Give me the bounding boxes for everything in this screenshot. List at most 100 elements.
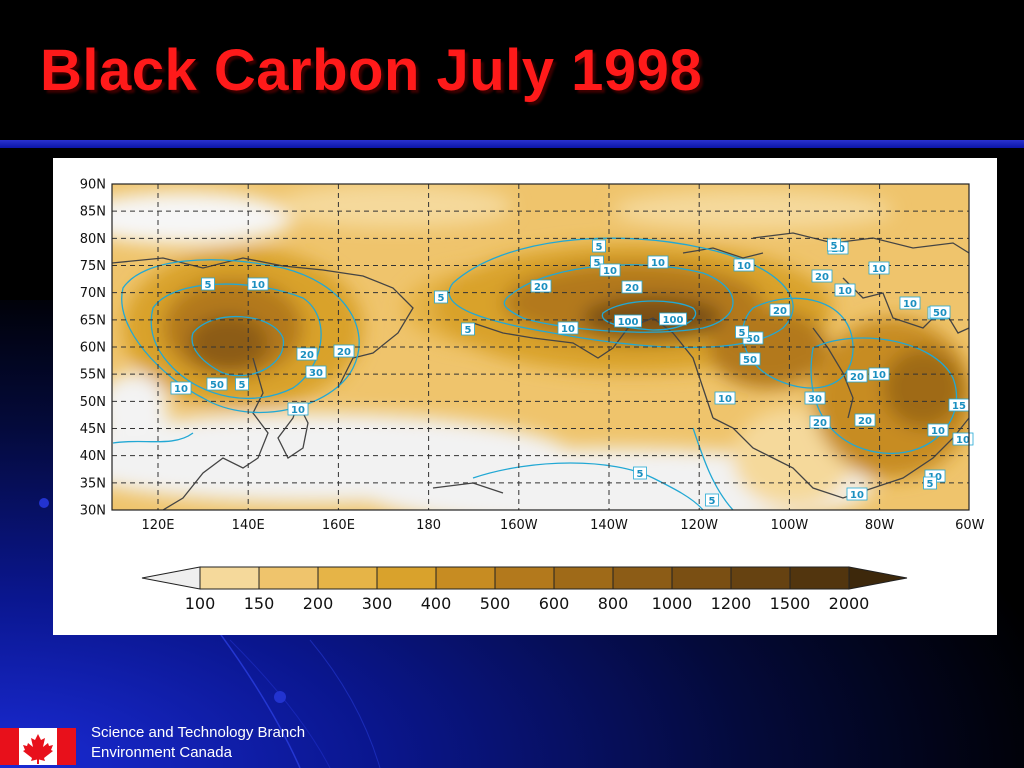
colorbar-label: 1500 xyxy=(770,594,811,613)
svg-text:10: 10 xyxy=(931,426,945,437)
lat-label: 85N xyxy=(80,205,106,220)
svg-text:10: 10 xyxy=(651,258,665,269)
contour-label: 20 xyxy=(854,413,876,427)
lat-label: 60N xyxy=(80,341,106,356)
lon-label: 160W xyxy=(500,518,538,533)
colorbar-label: 1200 xyxy=(711,594,752,613)
contour-label: 10 xyxy=(868,261,890,275)
lat-label: 35N xyxy=(80,476,106,491)
contour-label: 30 xyxy=(305,365,327,379)
svg-text:10: 10 xyxy=(174,384,188,395)
footer-branch: Science and Technology Branch xyxy=(91,724,306,741)
contour-label: 10 xyxy=(927,423,949,437)
contour-label: 5 xyxy=(705,493,719,507)
latitude-labels: 90N 85N 80N 75N 70N 65N 60N 55N 50N 45N 40N 35N 30N xyxy=(80,178,106,519)
contour-label: 50 xyxy=(929,305,951,319)
colorbar-label: 400 xyxy=(421,594,452,613)
contour-label: 10 xyxy=(714,391,736,405)
svg-text:20: 20 xyxy=(625,283,639,294)
contour-label: 20 xyxy=(846,369,868,383)
svg-text:10: 10 xyxy=(737,261,751,272)
contour-label: 10 xyxy=(599,263,621,277)
lat-label: 30N xyxy=(80,504,106,519)
svg-text:20: 20 xyxy=(850,372,864,383)
svg-text:20: 20 xyxy=(300,350,314,361)
contour-label: 10 xyxy=(733,258,755,272)
svg-text:30: 30 xyxy=(309,368,323,379)
svg-text:5: 5 xyxy=(831,241,838,252)
lat-label: 90N xyxy=(80,178,106,193)
colorbar-swatch xyxy=(553,566,614,590)
lon-label: 120W xyxy=(680,518,718,533)
contour-labels: 5 10 20 5 5 5 5 10 10 20 10 100 100 50 5 50 20 20 10 10 10 20… xyxy=(170,238,974,507)
contour-label: 20 xyxy=(809,415,831,429)
contour-label: 5 xyxy=(235,377,249,391)
svg-text:10: 10 xyxy=(291,405,305,416)
footer-department: Environment Canada xyxy=(91,744,232,761)
contour-label: 100 xyxy=(614,314,642,328)
svg-text:50: 50 xyxy=(743,355,757,366)
contour-label: 20 xyxy=(333,344,355,358)
contour-label: 15 xyxy=(948,398,970,412)
svg-text:20: 20 xyxy=(773,306,787,317)
svg-text:10: 10 xyxy=(838,286,852,297)
longitude-labels: 120E 140E 160E 180 160W 140W 120W 100W 80W 60W xyxy=(141,518,984,533)
svg-text:100: 100 xyxy=(663,315,684,326)
colorbar-swatch xyxy=(317,566,378,590)
svg-text:50: 50 xyxy=(746,334,760,345)
svg-text:15: 15 xyxy=(952,401,966,412)
contour-label: 50 xyxy=(739,352,761,366)
lon-label: 180 xyxy=(416,518,441,533)
slide-title: Black Carbon July 1998 xyxy=(40,38,703,103)
lat-lon-grid xyxy=(112,184,969,510)
colorbar-swatch xyxy=(789,566,850,590)
svg-text:20: 20 xyxy=(337,347,351,358)
lat-label: 55N xyxy=(80,368,106,383)
svg-text:50: 50 xyxy=(210,380,224,391)
svg-text:10: 10 xyxy=(872,370,886,381)
contour-label: 20 xyxy=(296,347,318,361)
colorbar-label: 100 xyxy=(185,594,216,613)
svg-text:10: 10 xyxy=(956,435,970,446)
contour-label: 5 xyxy=(592,239,606,253)
plot-frame xyxy=(111,183,970,511)
svg-text:10: 10 xyxy=(903,299,917,310)
contour-label: 5 xyxy=(923,476,937,490)
contour-label: 20 xyxy=(621,280,643,294)
svg-text:5: 5 xyxy=(239,380,246,391)
concentration-field xyxy=(112,184,969,510)
lon-label: 140E xyxy=(232,518,265,533)
contour-label: 5 xyxy=(201,277,215,291)
colorbar-swatch xyxy=(435,566,496,590)
colorbar-swatch xyxy=(199,566,260,590)
contour-label: 10 xyxy=(899,296,921,310)
contour-label: 5 xyxy=(461,322,475,336)
svg-text:10: 10 xyxy=(603,266,617,277)
svg-text:10: 10 xyxy=(251,280,265,291)
svg-text:10: 10 xyxy=(718,394,732,405)
svg-text:5: 5 xyxy=(205,280,212,291)
svg-text:20: 20 xyxy=(815,272,829,283)
colorbar-swatch xyxy=(494,566,555,590)
contour-label: 10 xyxy=(170,381,192,395)
contour-label: 10 xyxy=(868,367,890,381)
lat-label: 70N xyxy=(80,286,106,301)
colorbar-label: 2000 xyxy=(829,594,870,613)
svg-text:5: 5 xyxy=(927,479,934,490)
colorbar-swatch xyxy=(730,566,791,590)
svg-text:5: 5 xyxy=(637,469,644,480)
lon-label: 160E xyxy=(322,518,355,533)
svg-text:20: 20 xyxy=(813,418,827,429)
svg-text:50: 50 xyxy=(933,308,947,319)
colorbar-swatch xyxy=(671,566,732,590)
svg-text:100: 100 xyxy=(618,317,639,328)
colorbar: 100 150 200 300 400 500 600 800 1000 1200 1500 2000 xyxy=(141,566,908,613)
svg-text:20: 20 xyxy=(534,282,548,293)
contour-label: 20 xyxy=(769,303,791,317)
svg-text:10: 10 xyxy=(561,324,575,335)
contour-label: 5 xyxy=(434,290,448,304)
contour-label: 10 xyxy=(247,277,269,291)
colorbar-label: 600 xyxy=(539,594,570,613)
contour-label: 50 xyxy=(206,377,228,391)
contour-label: 10 xyxy=(846,487,868,501)
